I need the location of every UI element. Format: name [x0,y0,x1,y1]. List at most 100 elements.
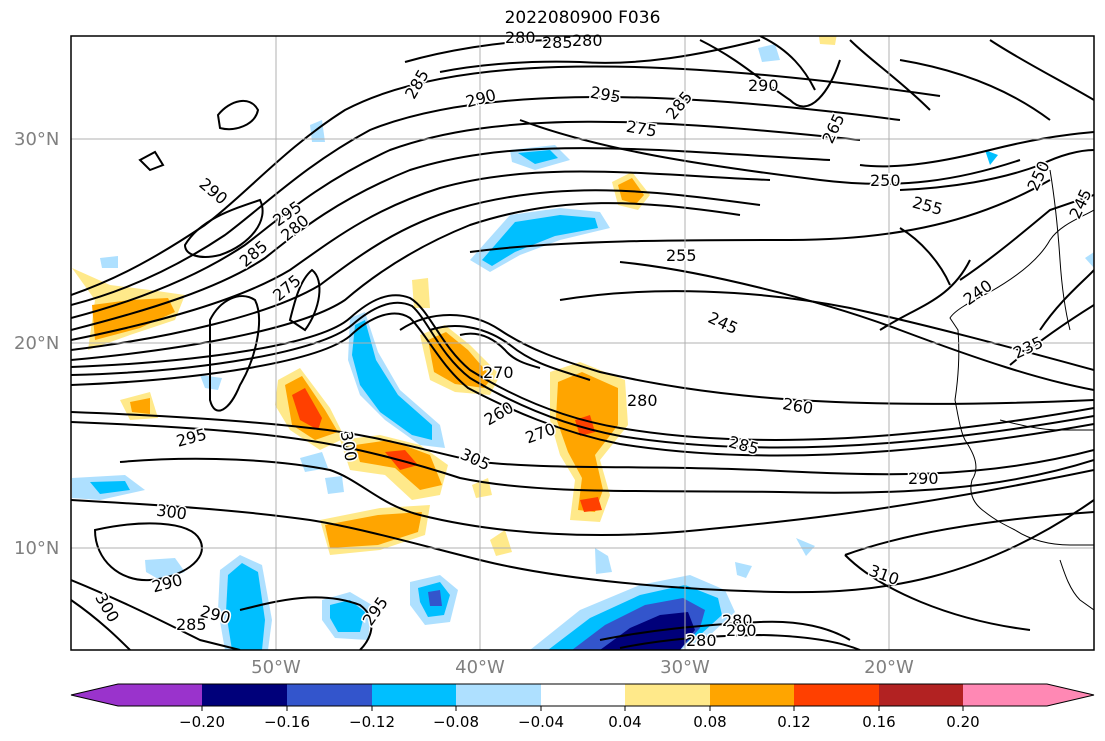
contour-line [469,179,1051,253]
negative-shading [758,44,780,62]
positive-shading [325,512,422,548]
colorbar-min-extend [71,684,202,706]
colorbar-bin [202,684,287,706]
contour-line [119,457,1094,536]
contour-label: 285 [176,615,207,634]
contour-label: 280 [627,391,658,410]
contour-line [859,131,1094,168]
contour-line [71,65,941,296]
contour-line [899,149,1094,191]
colorbar-tick-label: 0.08 [693,713,726,731]
map-title: 2022080900 F036 [504,8,661,28]
colorbar-tick-label: 0.16 [862,713,895,731]
coastline [949,209,1094,546]
contour-line [183,198,264,258]
colorbar-tick-label: 0.12 [777,713,810,731]
colorbar: −0.20 −0.16 −0.12 −0.08 −0.04 0.04 0.08 … [70,683,1095,731]
negative-shading [985,150,998,165]
contour-line [71,170,771,341]
positive-shading [556,372,618,512]
contour-label: 250 [870,171,901,190]
lon-label: 30°W [660,657,710,678]
negative-shading [428,590,442,606]
contour-line [71,189,761,351]
colorbar-tick-label: 0.04 [608,713,641,731]
lon-label: 50°W [251,657,301,678]
positive-shading [92,298,175,340]
colorbar-bin [287,684,372,706]
positive-shading [130,398,150,414]
contour-label: 280 [686,631,717,650]
contour-label: 280 [572,31,603,50]
negative-shading [735,562,752,578]
graticule [71,36,1094,650]
positive-shading [412,278,430,308]
contour-line [93,522,203,582]
negative-shading [100,256,118,268]
contour-line [71,294,1094,441]
negative-shading [482,215,598,266]
negative-shading [330,600,365,632]
contour-label: 290 [726,621,757,640]
contour-line [879,259,971,331]
contour-line [71,147,831,331]
contour-line [209,295,261,412]
lon-label: 40°W [455,657,505,678]
colorbar-tick-label: −0.08 [433,713,479,731]
negative-shading [348,312,445,448]
coastline [1059,559,1094,611]
contour-label: 280 [505,28,536,47]
lon-label: 20°W [864,657,914,678]
lat-label: 20°N [14,333,59,354]
negative-shading [1085,252,1094,268]
colorbar-bin [625,684,710,706]
contour-line [959,194,1094,281]
colorbar-bin [794,684,879,706]
colorbar-tick-label: −0.20 [179,713,225,731]
contour-line [216,100,260,130]
negative-shading [226,563,265,650]
contour-line [619,633,861,650]
contour-line [599,620,851,641]
contour-line [849,39,931,111]
lat-label: 10°N [14,538,59,559]
colorbar-max-extend [963,684,1094,706]
axis-labels: 30°N 20°N 10°N 50°W 40°W 30°W 20°W [14,129,914,678]
contour-line [71,411,1094,476]
contour-label: 255 [666,246,697,265]
colorbar-bin [372,684,456,706]
contour-line [71,599,131,650]
lat-label: 30°N [14,129,59,150]
contour-label: 285 [542,33,573,52]
contour-line [899,59,1051,121]
colorbar-bin [879,684,963,706]
contour-layer [71,36,1094,650]
negative-shading [352,320,432,440]
contour-line [989,39,1094,101]
contour-line [429,324,591,381]
contour-line [519,119,1021,185]
contour-line [71,499,1094,594]
contour-label: 290 [908,469,939,488]
contour-line [399,314,1094,405]
negative-shading [595,548,612,574]
negative-shading [325,476,344,494]
colorbar-tick-label: 0.20 [946,713,979,731]
positive-shading [292,388,322,430]
negative-shading [90,481,130,494]
contour-line [459,332,541,369]
contour-line [844,554,1031,631]
positive-shading [580,497,602,512]
colorbar-bin [710,684,794,706]
contour-line [899,227,951,286]
contour-line [71,96,901,306]
contour-line [71,301,1094,449]
positive-shading [575,415,595,436]
colorbar-tick-label: −0.04 [518,713,564,731]
contour-line [138,150,165,172]
coastline [999,419,1094,431]
contour-label: 290 [748,76,779,95]
contour-line [1039,269,1094,331]
contour-line [288,268,321,332]
